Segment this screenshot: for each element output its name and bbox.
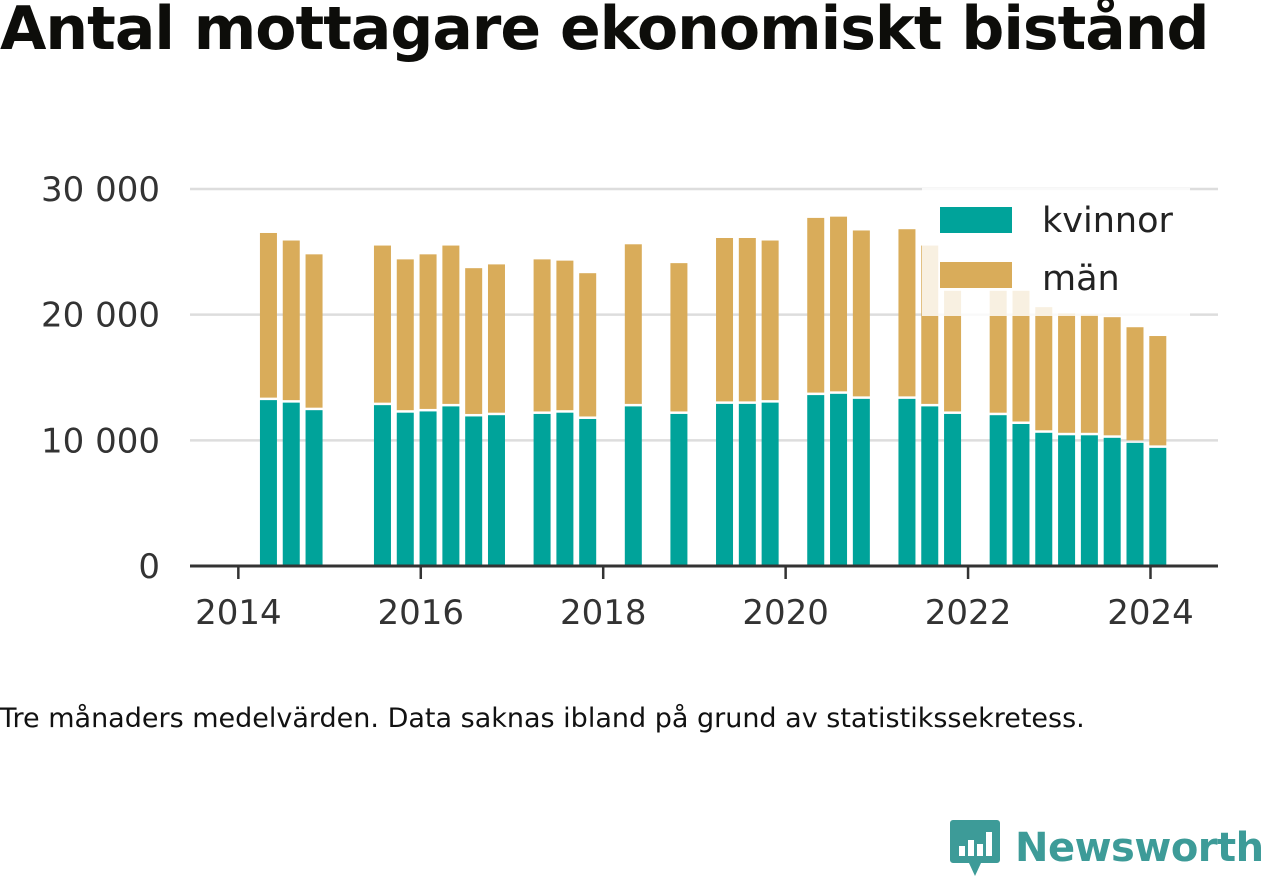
bar-kvinnor: [419, 411, 437, 566]
bar-kvinnor: [1126, 442, 1144, 566]
bar-kvinnor: [1103, 437, 1121, 566]
bar-man: [624, 244, 642, 404]
chart-title: Antal mottagare ekonomiskt bistånd: [0, 0, 1209, 64]
bar-man: [830, 216, 848, 392]
bar-kvinnor: [282, 402, 300, 566]
bar-man: [716, 238, 734, 402]
bar-man: [738, 238, 756, 402]
bar-man: [807, 217, 825, 393]
x-tick-label: 2020: [742, 593, 829, 633]
footnote: Tre månaders medelvärden. Data saknas ib…: [0, 703, 1085, 734]
legend: kvinnor män: [922, 188, 1190, 316]
legend-label-man: män: [1042, 259, 1120, 299]
bar-man: [442, 245, 460, 404]
bar-man: [259, 232, 277, 398]
bar-kvinnor: [1058, 435, 1076, 566]
bar-man: [305, 254, 323, 408]
legend-label-kvinnor: kvinnor: [1042, 201, 1173, 241]
bar-kvinnor: [465, 416, 483, 566]
legend-swatch-man: [940, 262, 1012, 288]
bar-kvinnor: [761, 402, 779, 566]
bar-man: [396, 259, 414, 411]
y-tick-label: 20 000: [41, 296, 160, 336]
bar-man: [556, 260, 574, 411]
bar-kvinnor: [989, 415, 1007, 566]
y-tick-label: 0: [138, 547, 160, 587]
bar-kvinnor: [898, 398, 916, 566]
bar-man: [1035, 307, 1053, 431]
bar-man: [898, 229, 916, 397]
bar-kvinnor: [921, 406, 939, 566]
bars: [259, 216, 1167, 566]
bar-man: [1126, 327, 1144, 441]
bar-man: [761, 240, 779, 401]
bar-man: [670, 263, 688, 412]
bar-kvinnor: [1149, 447, 1167, 566]
newsworthy-logo: Newsworthy: [949, 818, 1262, 878]
x-tick-label: 2024: [1107, 593, 1194, 633]
bar-man: [1080, 314, 1098, 433]
bar-kvinnor: [716, 403, 734, 566]
bar-kvinnor: [1080, 435, 1098, 566]
bar-kvinnor: [670, 413, 688, 566]
bar-kvinnor: [259, 400, 277, 566]
bar-kvinnor: [1012, 423, 1030, 566]
bar-kvinnor: [807, 395, 825, 566]
bar-kvinnor: [487, 415, 505, 566]
newsworthy-logo-icon: [950, 820, 1000, 876]
x-tick-label: 2018: [560, 593, 647, 633]
bar-kvinnor: [556, 412, 574, 566]
bar-kvinnor: [396, 412, 414, 566]
axes: 0 10 000 20 000 30 000 2014 2016 2018 2020 2022 2…: [41, 170, 1218, 633]
bar-man: [852, 230, 870, 397]
y-tick-label: 30 000: [41, 170, 160, 210]
x-tick-label: 2022: [925, 593, 1012, 633]
bar-man: [373, 245, 391, 403]
x-tick-label: 2014: [195, 593, 282, 633]
x-tick-label: 2016: [378, 593, 465, 633]
bar-man: [419, 254, 437, 409]
bar-kvinnor: [944, 413, 962, 566]
legend-swatch-kvinnor: [940, 207, 1012, 233]
bar-kvinnor: [738, 403, 756, 566]
bar-man: [465, 268, 483, 414]
bar-man: [944, 290, 962, 412]
bar-kvinnor: [305, 410, 323, 566]
brand-name: Newsworthy: [1015, 825, 1262, 871]
bar-man: [579, 273, 597, 417]
bar-man: [1058, 313, 1076, 433]
bar-man: [487, 264, 505, 413]
bar-kvinnor: [373, 405, 391, 566]
bar-man: [1012, 290, 1030, 422]
bar-kvinnor: [533, 413, 551, 566]
bar-man: [282, 240, 300, 401]
bar-kvinnor: [830, 393, 848, 566]
bar-kvinnor: [579, 418, 597, 566]
bar-man: [533, 259, 551, 412]
stacked-bar-chart: 0 10 000 20 000 30 000 2014 2016 2018 2020 2022 2…: [41, 170, 1218, 633]
bar-kvinnor: [624, 406, 642, 566]
bar-man: [1103, 317, 1121, 436]
bar-kvinnor: [1035, 432, 1053, 566]
y-tick-label: 10 000: [41, 421, 160, 461]
bar-man: [989, 290, 1007, 413]
bar-kvinnor: [852, 398, 870, 566]
bar-man: [1149, 336, 1167, 446]
bar-kvinnor: [442, 406, 460, 566]
